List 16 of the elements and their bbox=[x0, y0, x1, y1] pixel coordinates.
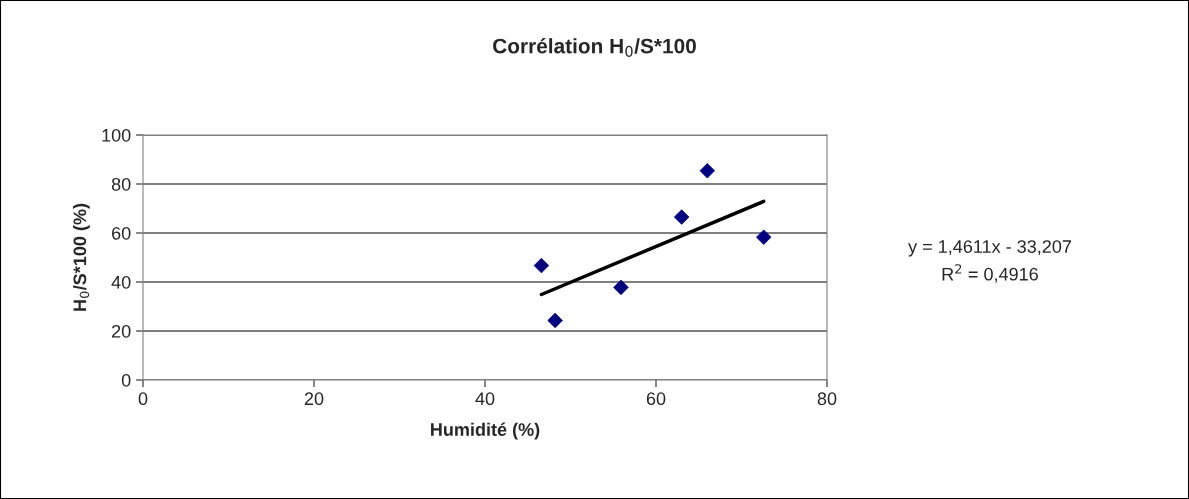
x-tick-label: 20 bbox=[304, 392, 324, 406]
y-tick-label: 40 bbox=[111, 275, 131, 289]
x-tick-label: 0 bbox=[138, 392, 148, 406]
x-axis-title: Humidité (%) bbox=[431, 422, 540, 440]
chart-title: Corrélation H$_{0}$/S*100 bbox=[493, 37, 696, 57]
y-tick-label: 0 bbox=[121, 373, 131, 387]
y-tick-label: 60 bbox=[112, 226, 131, 240]
x-tick-label: 80 bbox=[817, 392, 837, 406]
point bbox=[533, 257, 550, 274]
x-tick-label: 40 bbox=[475, 392, 495, 406]
y-tick-label: 80 bbox=[111, 177, 131, 191]
y-axis-title: H$_{0}$/S*100 (%) bbox=[72, 203, 90, 311]
y-tick-label: 20 bbox=[112, 324, 131, 338]
y-tick-label: 100 bbox=[102, 128, 131, 142]
text: y = 1,4611x - 33,207 R$^{2}$ = 0,4916 bbox=[908, 240, 1071, 283]
x-tick-label: 60 bbox=[646, 392, 666, 406]
